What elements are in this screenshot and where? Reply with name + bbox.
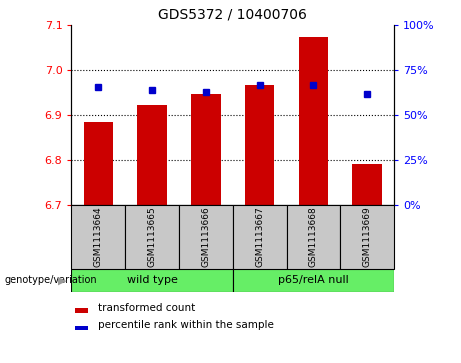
Text: GSM1113664: GSM1113664 [94,207,103,267]
Bar [125,205,179,269]
Bar [233,269,394,292]
Bar [137,105,167,205]
Bar [71,205,125,269]
Text: transformed count: transformed count [98,303,195,313]
Bar [287,205,340,269]
Text: p65/relA null: p65/relA null [278,276,349,285]
Bar [233,205,287,269]
Bar [299,37,328,205]
Bar [71,269,233,292]
Bar [83,122,113,205]
Bar [245,85,274,205]
Bar [179,205,233,269]
Text: genotype/variation: genotype/variation [5,276,97,285]
Bar [75,326,88,330]
Text: GSM1113667: GSM1113667 [255,207,264,267]
Bar [75,308,88,313]
Text: GSM1113669: GSM1113669 [363,207,372,267]
Bar [191,94,221,205]
Bar [353,164,382,205]
Text: GSM1113666: GSM1113666 [201,207,210,267]
Text: percentile rank within the sample: percentile rank within the sample [98,320,274,330]
Bar [340,205,394,269]
Title: GDS5372 / 10400706: GDS5372 / 10400706 [159,8,307,21]
Text: ▶: ▶ [59,276,67,285]
Text: wild type: wild type [127,276,177,285]
Text: GSM1113668: GSM1113668 [309,207,318,267]
Text: GSM1113665: GSM1113665 [148,207,157,267]
